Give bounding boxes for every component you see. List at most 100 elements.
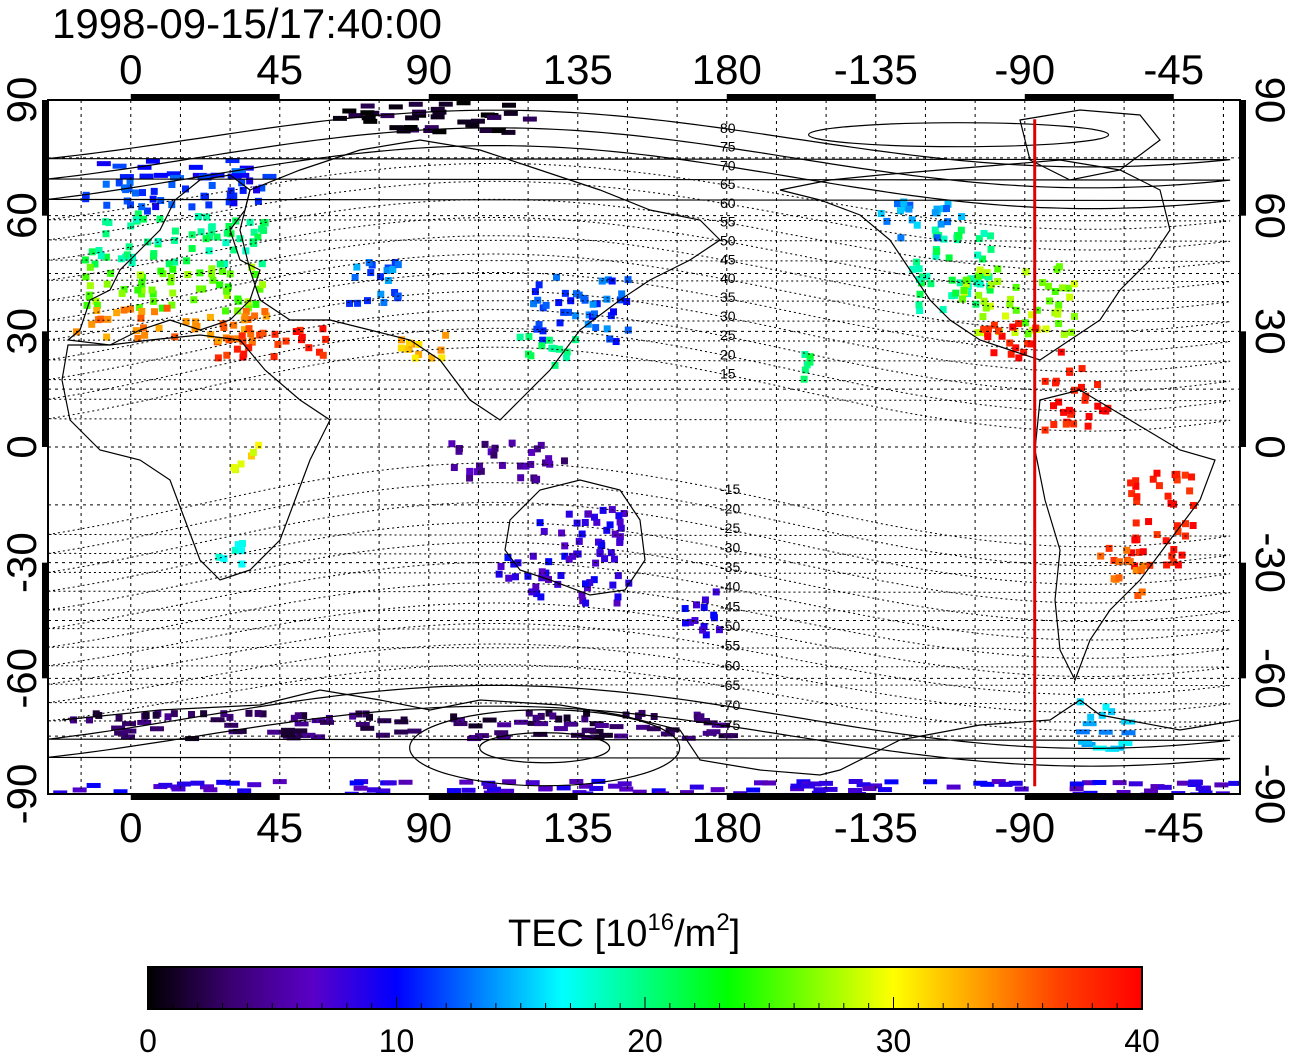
tec-cell bbox=[235, 297, 243, 305]
tec-cell bbox=[1044, 282, 1052, 290]
tec-cell bbox=[220, 710, 228, 718]
tec-cell bbox=[985, 273, 993, 281]
tec-cell bbox=[868, 783, 883, 789]
south-pole-oval bbox=[479, 732, 611, 764]
tec-cell bbox=[311, 734, 326, 740]
tec-cell bbox=[193, 322, 201, 330]
tec-cell bbox=[572, 790, 587, 794]
tec-cell bbox=[525, 333, 533, 341]
tec-cell bbox=[1065, 284, 1073, 292]
tec-cell bbox=[1011, 329, 1019, 337]
tec-cell bbox=[1097, 552, 1105, 560]
tec-cell bbox=[102, 230, 110, 238]
tec-cell bbox=[185, 736, 200, 742]
tec-cell bbox=[128, 259, 136, 267]
tec-cell bbox=[139, 173, 154, 179]
contour-label: 50 bbox=[720, 232, 736, 248]
tec-cell bbox=[614, 593, 622, 601]
tec-cell bbox=[349, 780, 364, 786]
tec-cell bbox=[608, 783, 623, 789]
tec-cell bbox=[282, 337, 290, 345]
tec-cell bbox=[138, 189, 146, 197]
tec-cell bbox=[511, 573, 519, 581]
tec-cell bbox=[960, 286, 968, 294]
contour-line bbox=[48, 664, 1231, 732]
frame-bar-right bbox=[1240, 100, 1246, 216]
tec-cell bbox=[210, 172, 225, 178]
tec-cell bbox=[1137, 566, 1145, 574]
tec-cell bbox=[300, 712, 308, 720]
tec-cell bbox=[483, 790, 498, 794]
tec-cell bbox=[170, 710, 178, 718]
tec-cell bbox=[1123, 546, 1131, 554]
tec-cell bbox=[1153, 469, 1161, 477]
tec-cell bbox=[490, 451, 498, 459]
tec-cell bbox=[501, 129, 516, 135]
tec-cell bbox=[127, 222, 135, 230]
tec-cell bbox=[83, 301, 91, 309]
tec-cell bbox=[916, 290, 924, 298]
bottom-tick-label: 135 bbox=[543, 804, 613, 851]
tec-cell bbox=[389, 266, 397, 274]
tec-cell bbox=[574, 550, 582, 558]
tec-cell bbox=[346, 299, 354, 307]
left-tick-label: -30 bbox=[0, 532, 45, 593]
map-area: 80 75 70 65 60 55 50 45 40 35 30 25 20 15 -15 -20 -25 -30… bbox=[48, 100, 1240, 794]
tec-cell bbox=[983, 269, 991, 277]
tec-cell bbox=[239, 165, 254, 171]
plot-title: 1998-09-15/17:40:00 bbox=[52, 0, 442, 47]
tec-cell bbox=[1060, 408, 1068, 416]
tec-cell bbox=[208, 181, 216, 189]
tec-cell bbox=[224, 283, 232, 291]
tec-cell bbox=[216, 260, 224, 268]
tec-cell bbox=[239, 337, 247, 345]
tec-cell bbox=[93, 307, 101, 315]
tec-cell bbox=[349, 712, 357, 720]
left-tick-label: 30 bbox=[0, 308, 45, 355]
tec-cell bbox=[222, 239, 230, 247]
tec-cell bbox=[529, 552, 537, 560]
tec-cell bbox=[391, 288, 399, 296]
tec-cell bbox=[710, 787, 725, 793]
tec-cell bbox=[384, 276, 392, 284]
tec-cell bbox=[1008, 780, 1023, 786]
tec-cell bbox=[260, 226, 268, 234]
tec-cell bbox=[877, 209, 885, 217]
tec-cell bbox=[233, 345, 241, 353]
tec-cell bbox=[230, 321, 238, 329]
tec-cell bbox=[367, 269, 375, 277]
tec-cell bbox=[962, 280, 970, 288]
tec-cell bbox=[823, 786, 838, 792]
tec-cell bbox=[446, 788, 461, 794]
tec-cell bbox=[710, 611, 718, 619]
right-tick-label: 0 bbox=[1247, 435, 1292, 458]
tec-cell bbox=[1014, 786, 1029, 792]
tec-cell bbox=[415, 341, 423, 349]
tec-cell bbox=[122, 728, 137, 734]
tec-cell bbox=[394, 261, 402, 269]
tec-cell bbox=[473, 468, 481, 476]
tec-cell bbox=[223, 287, 231, 295]
tec-cell bbox=[1176, 780, 1191, 786]
tec-cell bbox=[430, 106, 445, 112]
contour-line bbox=[48, 521, 1231, 604]
tec-cell bbox=[990, 321, 998, 329]
tec-cell bbox=[205, 201, 213, 209]
tec-cell bbox=[583, 584, 591, 592]
tec-cell bbox=[168, 201, 176, 209]
tec-cell bbox=[573, 519, 581, 527]
tec-cell bbox=[158, 304, 166, 312]
tec-cell bbox=[477, 467, 485, 475]
tec-cell bbox=[400, 716, 408, 724]
tec-cell bbox=[240, 326, 248, 334]
tec-cell bbox=[424, 125, 439, 131]
colorbar-title: TEC [1016/m2] bbox=[508, 909, 740, 955]
tec-cell bbox=[553, 726, 568, 732]
tec-cell bbox=[1128, 781, 1143, 787]
frame-bar-right bbox=[1240, 331, 1246, 447]
tec-cell bbox=[601, 555, 609, 563]
tec-cell bbox=[945, 254, 953, 262]
tec-cell bbox=[617, 524, 625, 532]
tec-cell bbox=[1110, 575, 1118, 583]
tec-cell bbox=[258, 281, 266, 289]
